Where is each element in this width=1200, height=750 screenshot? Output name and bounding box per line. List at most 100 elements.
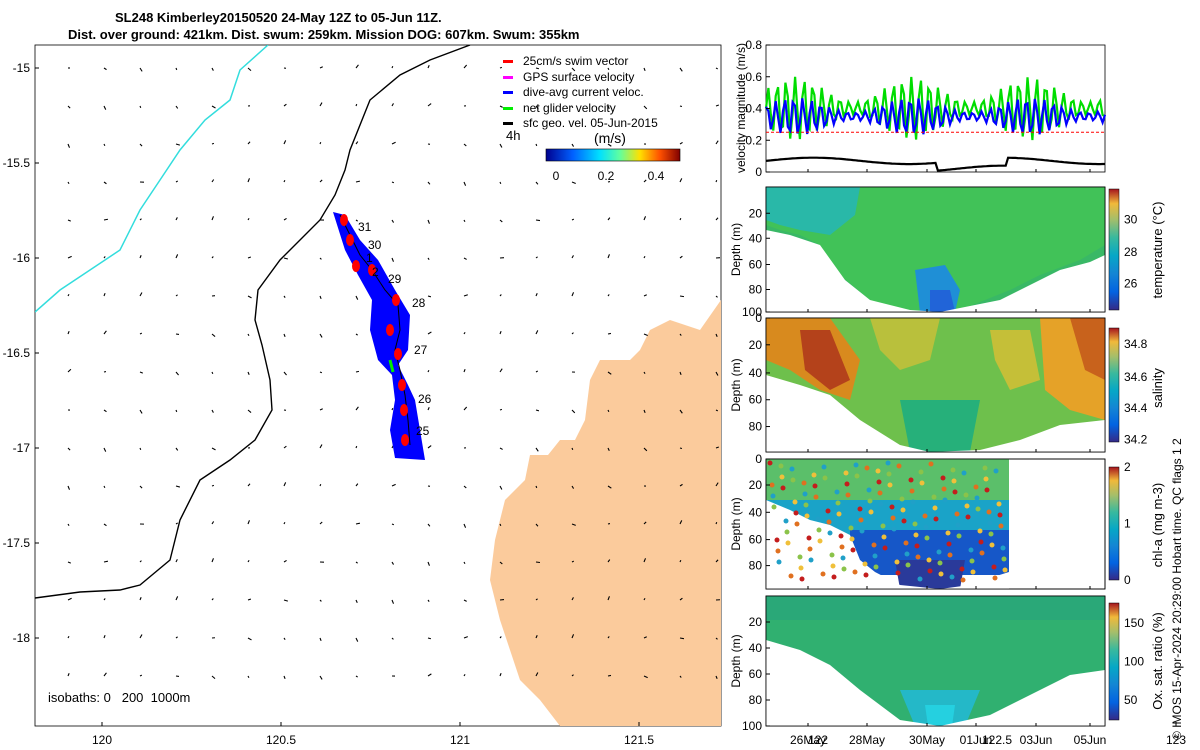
- glider-track-envelope: [333, 212, 425, 460]
- chl-sample: [792, 499, 798, 505]
- vector-arrow: [247, 218, 250, 221]
- chl-sample: [1002, 567, 1008, 573]
- vector-arrow: [391, 407, 394, 411]
- vector-arrow: [643, 409, 646, 413]
- chl-sample: [937, 560, 943, 566]
- vector-arrow: [283, 599, 288, 602]
- vector-arrow: [103, 672, 107, 677]
- chl-sample: [950, 467, 956, 473]
- swim-vector: [392, 294, 400, 306]
- chl-sample: [974, 495, 980, 501]
- vector-arrow: [499, 485, 503, 490]
- vector-arrow: [175, 105, 179, 109]
- depth-tick: 40: [749, 641, 763, 655]
- vector-arrow: [535, 561, 541, 564]
- chl-sample: [816, 527, 822, 533]
- cbar-tick: 0: [1124, 573, 1131, 587]
- vector-arrow: [103, 635, 106, 639]
- vector-arrow: [607, 674, 612, 677]
- vector-arrow: [643, 294, 647, 297]
- vector-arrow: [571, 181, 576, 185]
- chl-sample: [965, 514, 971, 520]
- temperature-panel: [765, 186, 1120, 313]
- chl-sample: [808, 557, 814, 563]
- chl-sample: [912, 521, 918, 527]
- time-x-tick: 05Jun: [1074, 733, 1107, 747]
- chl-sample: [936, 549, 942, 555]
- map-y-tick: -16.5: [3, 346, 31, 360]
- vector-arrow: [247, 333, 250, 337]
- chl-sample: [954, 511, 960, 517]
- vector-arrow: [499, 219, 503, 223]
- chl-sample: [769, 482, 775, 488]
- chl-sample: [835, 500, 841, 506]
- isobath-label: isobaths: 0 200 1000m: [48, 690, 191, 705]
- chl-sample: [867, 498, 873, 504]
- vector-arrow: [319, 141, 322, 145]
- vector-arrow: [355, 180, 361, 183]
- depth-ylabel: Depth (m): [729, 634, 743, 687]
- vector-arrow: [535, 67, 540, 70]
- chl-sample: [917, 576, 923, 582]
- vector-arrow: [715, 675, 718, 679]
- chl-sample: [797, 554, 803, 560]
- track-day-label: 26: [418, 392, 432, 406]
- vector-arrow: [247, 637, 252, 641]
- map-y-tick: -16: [13, 251, 31, 265]
- depth-tick: 80: [749, 559, 763, 573]
- chl-sample: [891, 526, 897, 532]
- vector-arrow: [607, 485, 612, 489]
- vector-arrow: [535, 181, 539, 185]
- vector-arrow: [427, 103, 432, 107]
- chl-sample: [993, 468, 999, 474]
- swim-vector: [401, 434, 409, 446]
- depth-ylabel: Depth (m): [729, 223, 743, 276]
- vector-arrow: [211, 105, 216, 109]
- time-x-tick: 28May: [849, 733, 885, 747]
- chl-sample: [858, 517, 864, 523]
- vector-arrow: [139, 409, 143, 414]
- chl-sample: [779, 474, 785, 480]
- chl-sample: [854, 473, 860, 479]
- vector-arrow: [67, 485, 71, 490]
- chl-sample: [977, 528, 983, 534]
- legend-swim-vector: 25cm/s swim vector: [503, 54, 658, 70]
- chl-sample: [973, 484, 979, 490]
- vector-arrow: [643, 558, 647, 563]
- vector-arrow: [607, 596, 610, 601]
- chl-sample: [789, 466, 795, 472]
- vector-arrow: [139, 143, 143, 147]
- chl-sample: [798, 565, 804, 571]
- swim-vector: [352, 260, 360, 272]
- chl-sample: [885, 460, 891, 466]
- vector-arrow: [535, 330, 539, 335]
- map-y-tick: -17.5: [3, 536, 31, 550]
- vector-arrow: [499, 368, 503, 373]
- track-day-label: 30: [368, 238, 382, 252]
- chl-sample: [1000, 545, 1006, 551]
- vector-arrow: [427, 673, 432, 677]
- vector-arrow: [247, 371, 250, 375]
- chl-sample: [806, 535, 812, 541]
- chl-sample: [767, 460, 773, 466]
- cbar-label: temperature (°C): [1150, 202, 1165, 299]
- velocity-y-tick: 0.6: [745, 70, 762, 84]
- vector-arrow: [607, 332, 612, 335]
- vector-arrow: [499, 408, 503, 411]
- chlorophyll-panel: [765, 458, 1120, 590]
- vector-arrow: [211, 216, 214, 221]
- time-x-tick: 26May: [790, 733, 826, 747]
- colorbar-title: (m/s): [594, 130, 626, 146]
- vector-arrow: [247, 178, 250, 183]
- vector-arrow: [247, 141, 251, 145]
- vector-arrow: [67, 219, 71, 222]
- vector-arrow: [67, 255, 72, 259]
- vector-arrow: [463, 294, 468, 297]
- vector-arrow: [355, 522, 361, 525]
- track-day-label: 31: [358, 220, 372, 234]
- vector-arrow: [319, 637, 322, 641]
- chl-sample: [843, 470, 849, 476]
- chl-sample: [903, 540, 909, 546]
- chl-sample: [951, 478, 957, 484]
- vector-arrow: [211, 67, 214, 71]
